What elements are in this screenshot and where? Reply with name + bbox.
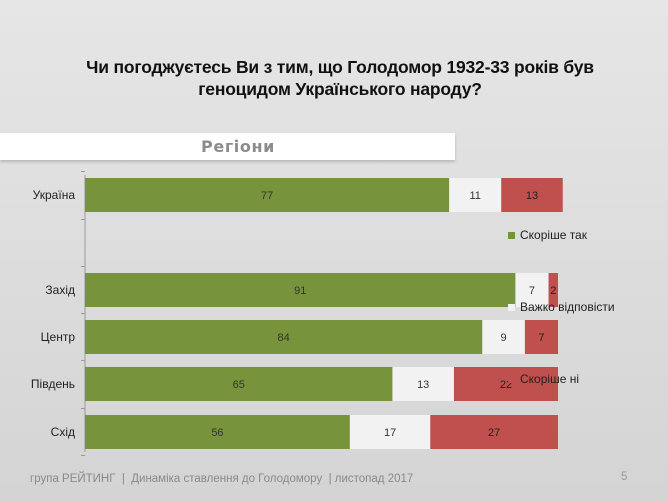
legend-swatch — [508, 232, 515, 239]
data-label: 7 — [529, 285, 535, 297]
category-label: Південь — [31, 377, 75, 391]
bar-segment — [501, 178, 563, 212]
data-label: 56 — [211, 427, 223, 439]
legend-label: Скоріше так — [520, 228, 588, 242]
data-label: 27 — [488, 427, 500, 439]
data-label: 17 — [384, 427, 396, 439]
legend-label: Важко відповісти — [520, 300, 615, 314]
bar-segment — [85, 415, 350, 449]
bar-segment — [453, 367, 558, 401]
data-label: 11 — [470, 190, 481, 202]
bar-segment — [482, 320, 525, 354]
legend-label: Скоріше ні — [520, 372, 579, 386]
data-label: 2 — [550, 285, 556, 297]
legend-swatch — [508, 376, 515, 383]
category-label: Схід — [51, 425, 75, 439]
data-label: 65 — [233, 379, 245, 391]
data-label: 91 — [294, 285, 306, 297]
data-label: 7 — [538, 332, 544, 344]
bar-segment — [85, 273, 516, 307]
bar-segment — [85, 178, 450, 212]
slide-title: Чи погоджуєтесь Ви з тим, що Голодомор 1… — [86, 57, 594, 99]
bar-segment — [392, 367, 454, 401]
bar-segment — [430, 415, 558, 449]
bar-segment — [449, 178, 502, 212]
section-banner: Регіони — [0, 133, 455, 160]
data-label: 13 — [526, 190, 538, 202]
category-label: Центр — [41, 330, 76, 344]
page-number: 5 — [621, 471, 628, 483]
bar-segment — [548, 273, 558, 307]
legend-swatch — [508, 304, 515, 311]
bar-segment — [85, 367, 393, 401]
data-label: 9 — [501, 332, 507, 344]
data-label: 84 — [278, 332, 290, 344]
bar-segment — [515, 273, 549, 307]
data-label: 77 — [261, 190, 273, 202]
category-label: Захід — [45, 283, 75, 297]
bar-segment — [524, 320, 558, 354]
section-label: Регіони — [201, 137, 275, 156]
footer-text: група РЕЙТИНГ | Динаміка ставлення до Го… — [30, 473, 414, 485]
data-label: 13 — [417, 379, 429, 391]
bar-segment — [85, 320, 483, 354]
bar-segment — [349, 415, 431, 449]
category-label: Україна — [33, 188, 76, 202]
